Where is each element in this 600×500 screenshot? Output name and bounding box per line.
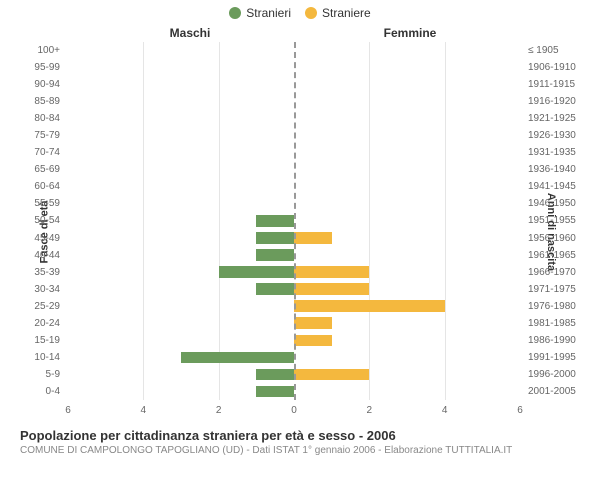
xtick: 2 [367, 405, 373, 416]
legend-label-f: Straniere [322, 6, 371, 20]
y-axis-right-ticks: ≤ 19051906-19101911-19151916-19201921-19… [524, 42, 580, 400]
ytick-left: 55-59 [20, 195, 64, 212]
ytick-left: 85-89 [20, 93, 64, 110]
legend-item-m: Stranieri [229, 6, 291, 20]
ytick-right: 1906-1910 [524, 59, 580, 76]
bar-female [294, 335, 332, 347]
bar-female [294, 232, 332, 244]
col-header-male: Maschi [20, 26, 300, 40]
column-headers: Maschi Femmine [20, 26, 580, 40]
ytick-right: 1961-1965 [524, 247, 580, 264]
bar-male [256, 249, 294, 261]
ytick-right: 1936-1940 [524, 161, 580, 178]
ytick-right: 1916-1920 [524, 93, 580, 110]
legend-swatch-f [305, 7, 317, 19]
x-axis: 6 4 2 0 2 4 6 [68, 402, 520, 422]
ytick-left: 70-74 [20, 144, 64, 161]
ytick-right: 1911-1915 [524, 76, 580, 93]
ytick-left: 30-34 [20, 281, 64, 298]
xtick: 2 [216, 405, 222, 416]
ytick-right: 1956-1960 [524, 230, 580, 247]
ytick-right: 1966-1970 [524, 264, 580, 281]
ytick-right: 1981-1985 [524, 315, 580, 332]
ytick-left: 20-24 [20, 315, 64, 332]
ytick-right: 1931-1935 [524, 144, 580, 161]
bar-male [256, 386, 294, 398]
xtick: 0 [291, 405, 297, 416]
ytick-left: 0-4 [20, 383, 64, 400]
ytick-right: 1926-1930 [524, 127, 580, 144]
ytick-right: 1946-1950 [524, 195, 580, 212]
ytick-left: 80-84 [20, 110, 64, 127]
plot: Fasce di età Anni di nascita 100+95-9990… [20, 42, 580, 422]
ytick-left: 45-49 [20, 230, 64, 247]
ytick-right: 1941-1945 [524, 178, 580, 195]
ytick-left: 50-54 [20, 212, 64, 229]
xtick: 4 [442, 405, 448, 416]
ytick-right: 2001-2005 [524, 383, 580, 400]
bar-female [294, 300, 445, 312]
bar-male [256, 232, 294, 244]
ytick-right: 1971-1975 [524, 281, 580, 298]
chart-area: Maschi Femmine Fasce di età Anni di nasc… [20, 26, 580, 422]
bar-female [294, 369, 369, 381]
ytick-right: 1921-1925 [524, 110, 580, 127]
ytick-left: 95-99 [20, 59, 64, 76]
ytick-left: 15-19 [20, 332, 64, 349]
ytick-left: 75-79 [20, 127, 64, 144]
ytick-left: 25-29 [20, 298, 64, 315]
bar-male [181, 352, 294, 364]
center-divider [294, 42, 296, 400]
legend-label-m: Stranieri [246, 6, 291, 20]
bar-male [256, 283, 294, 295]
ytick-right: 1991-1995 [524, 349, 580, 366]
ytick-left: 65-69 [20, 161, 64, 178]
ytick-left: 35-39 [20, 264, 64, 281]
col-header-female: Femmine [300, 26, 580, 40]
ytick-left: 100+ [20, 42, 64, 59]
xtick: 4 [141, 405, 147, 416]
caption-subtitle: COMUNE DI CAMPOLONGO TAPOGLIANO (UD) - D… [20, 445, 580, 456]
ytick-right: 1951-1955 [524, 212, 580, 229]
chart-legend: Stranieri Straniere [0, 0, 600, 20]
ytick-right: 1976-1980 [524, 298, 580, 315]
ytick-left: 60-64 [20, 178, 64, 195]
xtick: 6 [65, 405, 71, 416]
ytick-left: 40-44 [20, 247, 64, 264]
bar-male [256, 215, 294, 227]
ytick-right: 1986-1990 [524, 332, 580, 349]
ytick-left: 5-9 [20, 366, 64, 383]
caption-title: Popolazione per cittadinanza straniera p… [20, 428, 580, 443]
legend-swatch-m [229, 7, 241, 19]
bar-female [294, 317, 332, 329]
legend-item-f: Straniere [305, 6, 371, 20]
bar-male [256, 369, 294, 381]
xtick: 6 [517, 405, 523, 416]
ytick-right: ≤ 1905 [524, 42, 580, 59]
ytick-left: 10-14 [20, 349, 64, 366]
chart-caption: Popolazione per cittadinanza straniera p… [20, 428, 580, 456]
bar-female [294, 266, 369, 278]
bar-male [219, 266, 294, 278]
bar-female [294, 283, 369, 295]
ytick-left: 90-94 [20, 76, 64, 93]
ytick-right: 1996-2000 [524, 366, 580, 383]
y-axis-left-ticks: 100+95-9990-9485-8980-8475-7970-7465-696… [20, 42, 64, 400]
